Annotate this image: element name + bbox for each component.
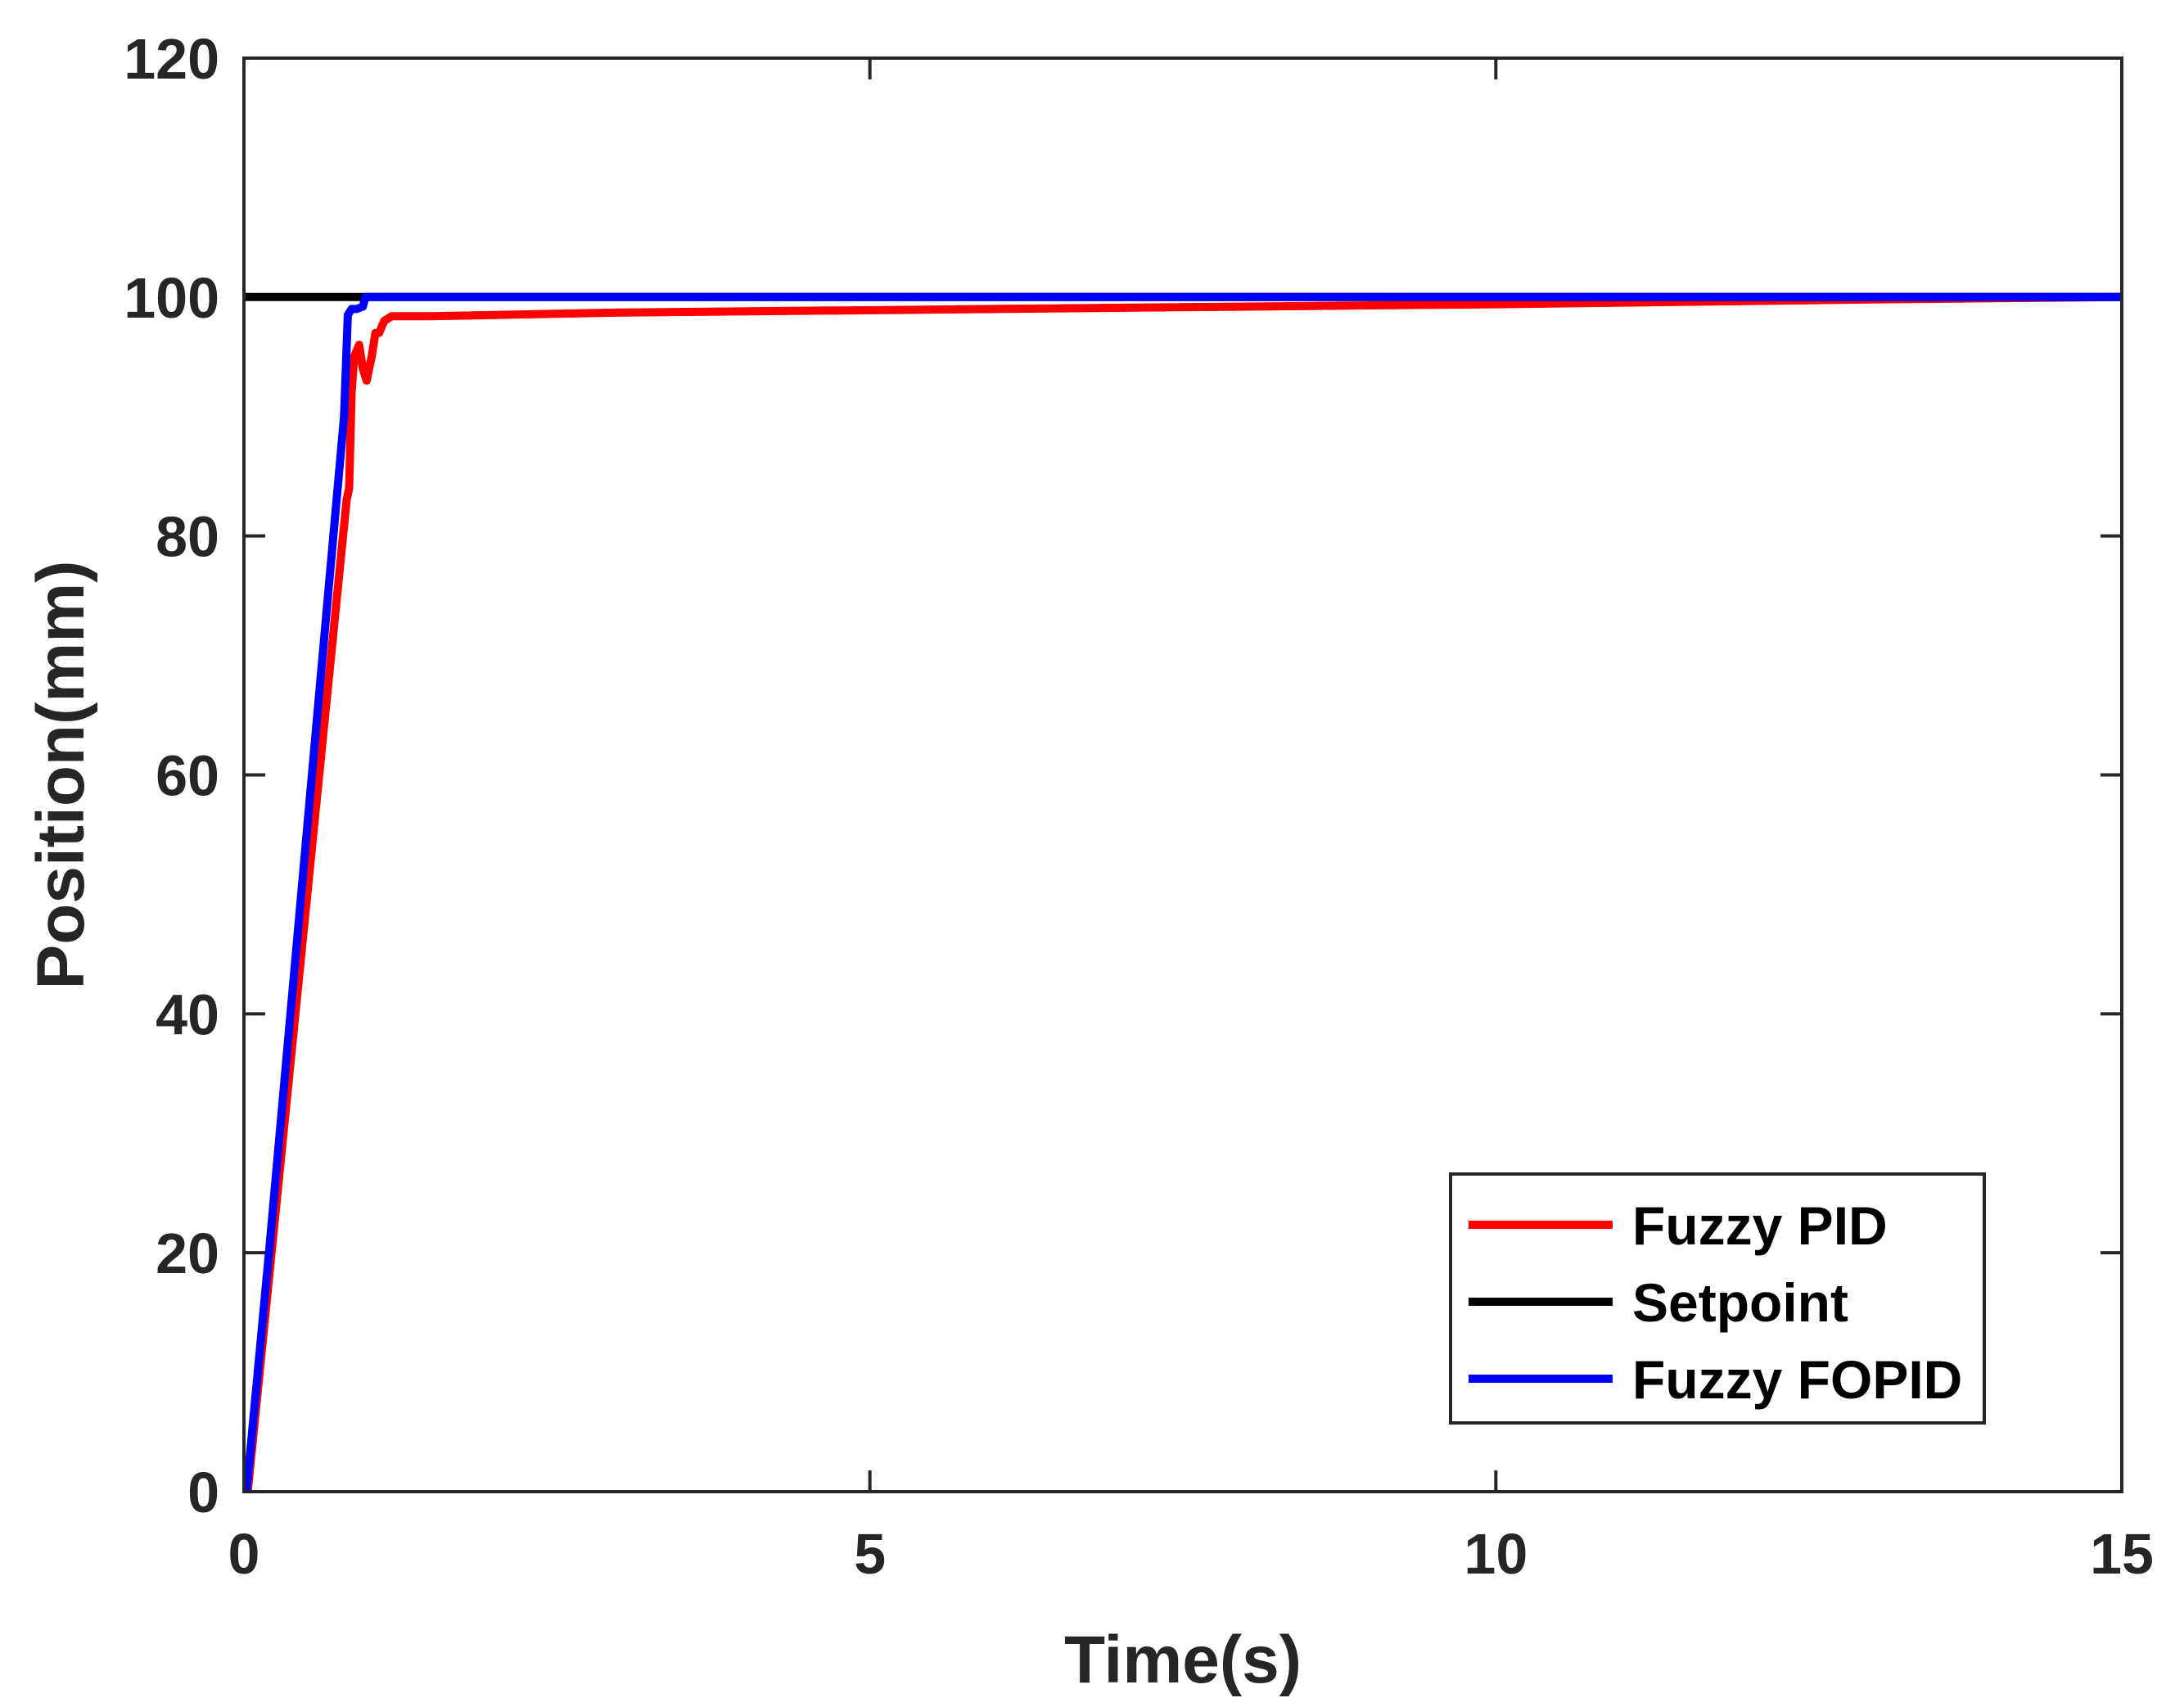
y-tick-label: 0	[187, 1461, 219, 1524]
axes-frame	[242, 56, 2123, 1493]
legend-label-fuzzy-pid: Fuzzy PID	[1632, 1195, 1888, 1256]
y-tick-label: 40	[156, 982, 219, 1046]
x-tick-label: 5	[854, 1522, 886, 1586]
y-tick-label: 60	[156, 744, 219, 808]
y-tick-label: 80	[156, 505, 219, 569]
x-tick-label: 10	[1464, 1522, 1527, 1586]
legend-label-fuzzy-fopid: Fuzzy FOPID	[1632, 1349, 1962, 1410]
y-tick-label: 120	[124, 27, 219, 91]
tick-labels: 0 5 10 15 0 20 40 60 80 100 120	[124, 27, 2154, 1586]
x-axis-label: Time(s)	[1064, 1623, 1302, 1697]
series-line-fuzzy-pid	[243, 292, 2123, 1492]
series-lines	[242, 292, 2123, 1492]
y-tick-label: 20	[156, 1222, 219, 1285]
legend: Fuzzy PID Setpoint Fuzzy FOPID	[1449, 1172, 1986, 1425]
y-tick-label: 100	[124, 266, 219, 330]
x-tick-label: 0	[228, 1522, 260, 1586]
series-line-fuzzy-fopid	[242, 292, 2122, 1492]
x-tick-label: 15	[2090, 1522, 2154, 1586]
y-axis-label: Position(mm)	[24, 561, 98, 990]
legend-label-setpoint: Setpoint	[1632, 1272, 1848, 1333]
